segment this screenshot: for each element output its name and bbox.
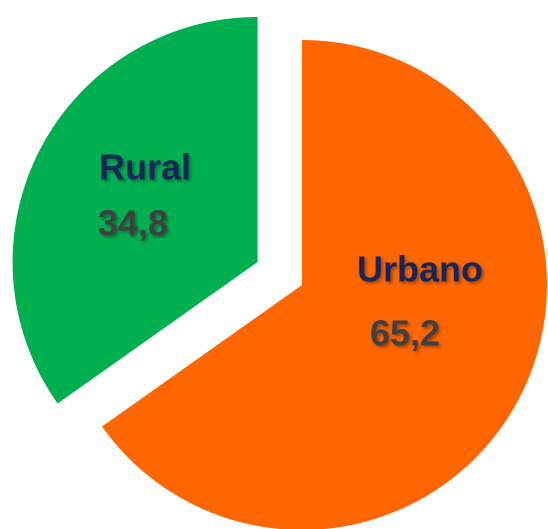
pie-slice — [101, 40, 547, 529]
slice-value: 65,2 — [370, 313, 440, 354]
slice-label: Urbano — [357, 249, 483, 290]
slice-value: 34,8 — [98, 203, 168, 244]
pie-slice — [12, 17, 258, 404]
slice-label: Rural — [99, 147, 191, 188]
